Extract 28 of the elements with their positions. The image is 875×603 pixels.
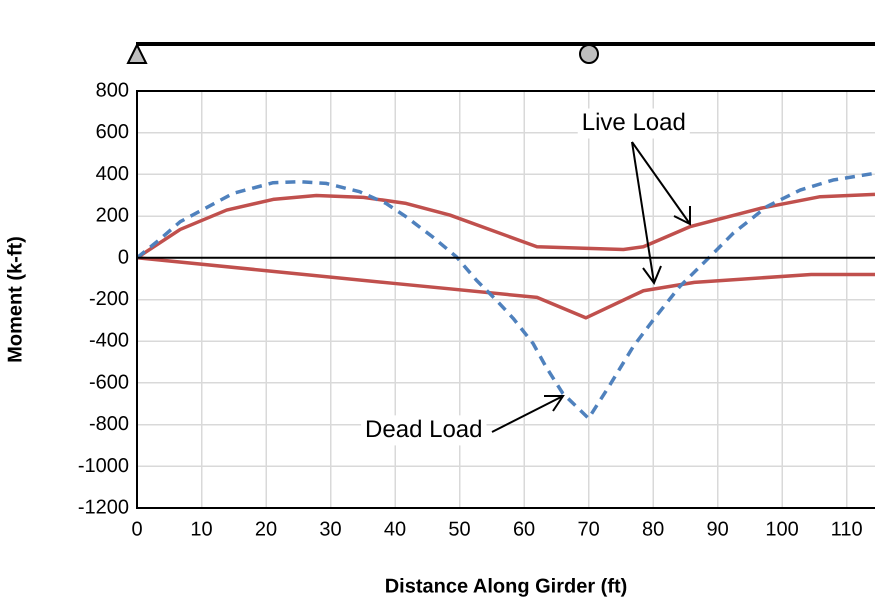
y-tick-label: -800 <box>88 413 129 436</box>
x-tick-label: 30 <box>319 518 342 541</box>
x-tick-label: 0 <box>131 518 143 541</box>
y-tick-label: -1000 <box>78 454 129 477</box>
x-tick-label: 20 <box>254 518 278 541</box>
line-series <box>137 172 875 420</box>
y-tick-label: -600 <box>88 371 129 394</box>
annotation: Live Load <box>582 109 686 136</box>
x-tick-label: 40 <box>384 518 406 541</box>
y-tick-label: 200 <box>96 204 129 227</box>
y-tick-label: 0 <box>118 246 129 268</box>
y-tick-label: 600 <box>96 121 129 144</box>
annotation: Dead Load <box>365 416 482 443</box>
y-tick-label: -400 <box>88 330 129 352</box>
x-axis-title: Distance Along Girder (ft) <box>384 576 628 598</box>
y-tick-label: 800 <box>96 80 129 102</box>
x-tick-label: 110 <box>830 518 863 541</box>
x-tick-label: 80 <box>642 518 664 541</box>
x-tick-label: 60 <box>512 518 536 541</box>
y-tick-label: 400 <box>96 162 129 185</box>
y-tick-label: -1200 <box>78 496 129 519</box>
x-tick-label: 90 <box>706 518 729 541</box>
x-tick-label: 100 <box>765 518 799 541</box>
x-tick-label: 50 <box>448 518 471 541</box>
x-tick-label: 10 <box>190 518 213 541</box>
x-tick-label: 70 <box>577 518 600 541</box>
y-axis-title: Moment (k-ft) <box>4 236 27 363</box>
y-tick-label: -200 <box>88 288 129 310</box>
